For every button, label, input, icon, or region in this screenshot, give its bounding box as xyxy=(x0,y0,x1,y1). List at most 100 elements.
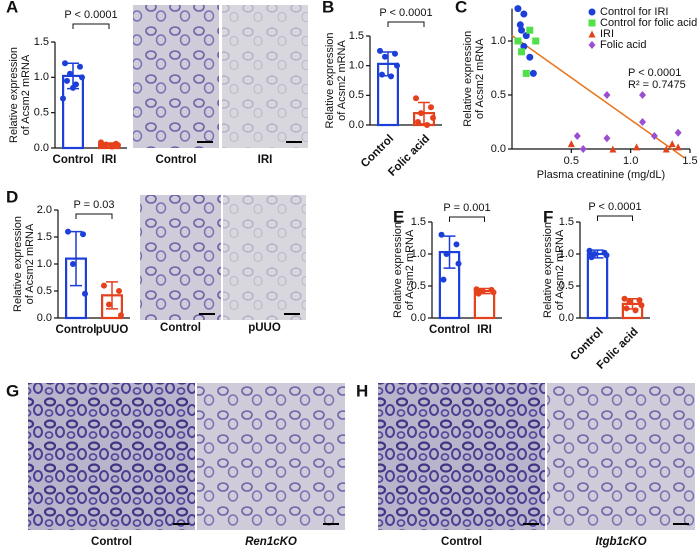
x-tick-label: Control xyxy=(429,324,470,336)
error-bar xyxy=(443,235,456,269)
y-axis-label: of Acsm2 mRNA xyxy=(24,223,36,304)
data-point xyxy=(60,95,66,102)
data-point xyxy=(82,290,88,297)
y-tick-label: 1.0 xyxy=(37,258,52,270)
annotation: P < 0.0001 xyxy=(628,67,681,79)
image-label: Control xyxy=(160,322,201,334)
y-axis-label: Relative expression xyxy=(462,31,474,127)
data-point xyxy=(392,50,398,57)
data-point xyxy=(473,286,480,293)
legend-marker xyxy=(588,30,596,38)
data-point xyxy=(377,47,383,54)
p-value: P < 0.0001 xyxy=(64,9,117,21)
data-point xyxy=(430,114,436,121)
data-point xyxy=(64,77,70,84)
data-point xyxy=(388,73,394,80)
data-point xyxy=(62,60,68,67)
y-axis-label: Relative expression xyxy=(324,33,336,129)
panel-letter: E xyxy=(393,207,404,226)
data-point xyxy=(379,71,385,78)
y-tick-label: 1.5 xyxy=(37,231,52,243)
data-point xyxy=(632,307,639,314)
y-axis-label: of Acsm2 mRNA xyxy=(20,54,32,135)
micrograph xyxy=(222,5,308,148)
data-point xyxy=(413,95,419,102)
micrograph xyxy=(133,5,219,148)
data-point xyxy=(532,37,540,45)
y-tick-label: 1.0 xyxy=(491,35,506,47)
data-point xyxy=(77,63,83,70)
y-tick-label: 0.0 xyxy=(349,119,364,131)
y-axis-label: Relative expression xyxy=(542,222,554,318)
y-tick-label: 1.5 xyxy=(349,30,364,42)
data-point xyxy=(529,69,537,77)
image-label: Control xyxy=(441,536,482,548)
data-point xyxy=(621,295,628,302)
y-tick-label: 0.0 xyxy=(411,312,426,324)
data-point xyxy=(522,32,530,40)
panel-letter: G xyxy=(6,381,19,400)
data-point xyxy=(67,70,73,77)
image-label: pUUO xyxy=(248,322,281,334)
data-point xyxy=(115,142,121,149)
data-point xyxy=(116,288,122,294)
y-tick-label: 0.0 xyxy=(34,142,49,154)
data-point xyxy=(516,21,524,29)
data-point xyxy=(415,119,421,126)
micrograph xyxy=(547,383,695,530)
legend-label: IRI xyxy=(600,28,614,40)
fit-line xyxy=(511,34,685,159)
y-axis-label: Relative expression xyxy=(12,216,24,312)
data-point xyxy=(101,282,107,289)
legend-label: Control for IRI xyxy=(600,6,668,18)
y-axis-label: Relative expression xyxy=(392,222,404,318)
data-point xyxy=(79,74,85,81)
data-point xyxy=(526,53,534,61)
data-point xyxy=(455,260,462,267)
data-point xyxy=(70,261,76,267)
significance-bracket xyxy=(597,215,633,221)
data-point xyxy=(514,37,522,45)
data-point xyxy=(394,62,400,69)
y-axis-label: of Acsm2 mRNA xyxy=(404,229,416,310)
panel-letter: A xyxy=(6,0,18,16)
data-point xyxy=(382,53,388,60)
image-label: Control xyxy=(91,536,132,548)
y-axis-label: of Acsm2 mRNA xyxy=(554,229,566,310)
annotation: R² = 0.7475 xyxy=(628,79,686,91)
data-point xyxy=(118,312,124,319)
p-value: P < 0.0001 xyxy=(588,201,641,213)
y-tick-label: 0.5 xyxy=(491,89,506,101)
y-tick-label: 1.0 xyxy=(411,248,426,260)
image-label: Control xyxy=(156,154,197,166)
significance-bracket xyxy=(387,21,425,27)
y-tick-label: 0.5 xyxy=(34,107,49,119)
y-tick-label: 0.5 xyxy=(559,280,574,292)
micrograph xyxy=(28,383,195,530)
data-point xyxy=(517,48,525,56)
data-point xyxy=(106,301,112,308)
panel-letter: C xyxy=(455,0,467,16)
y-tick-label: 1.0 xyxy=(349,60,364,72)
bar xyxy=(586,252,609,320)
data-point xyxy=(603,91,611,99)
y-tick-label: 0.0 xyxy=(37,312,52,324)
data-point xyxy=(674,128,682,137)
image-label: Itgb1cKO xyxy=(595,536,646,548)
data-point xyxy=(438,231,445,238)
y-tick-label: 0.5 xyxy=(37,285,52,297)
data-point xyxy=(573,132,581,141)
data-point xyxy=(609,145,617,153)
data-point xyxy=(633,143,641,151)
data-point xyxy=(475,290,482,297)
data-point xyxy=(440,276,447,283)
data-point xyxy=(65,228,71,235)
x-tick-label: IRI xyxy=(102,154,117,166)
panel-letter: H xyxy=(356,381,368,400)
data-point xyxy=(623,305,630,312)
data-point xyxy=(636,297,643,304)
micrograph xyxy=(223,195,306,320)
image-label: IRI xyxy=(258,154,273,166)
image-label: Ren1cKO xyxy=(245,536,297,548)
y-tick-label: 1.5 xyxy=(34,36,49,48)
